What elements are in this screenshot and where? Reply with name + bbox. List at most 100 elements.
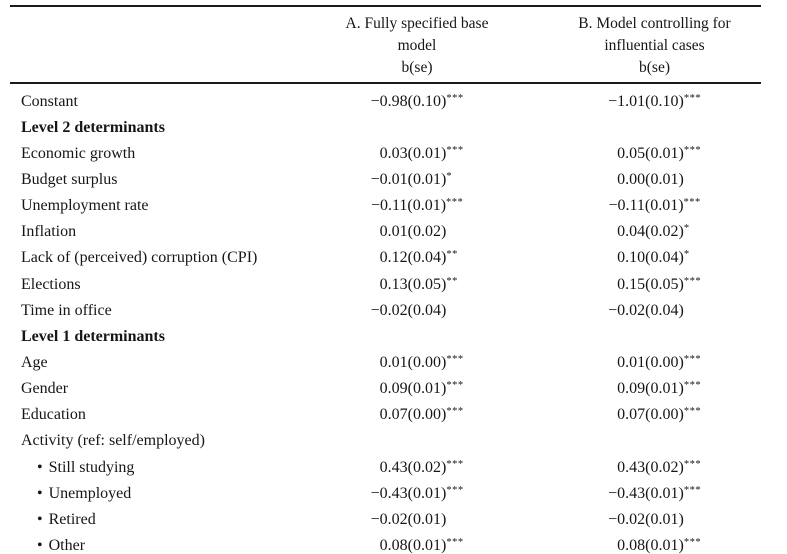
value-cell-a: 0.01(0.00) *** <box>312 354 548 372</box>
row-label-cell: • Retired <box>0 511 312 529</box>
value-number: 0.01(0.00) <box>379 353 447 371</box>
significance-stars: *** <box>446 380 464 392</box>
value-cell-b: 0.08(0.01) *** <box>548 537 787 554</box>
table-row: • Still studying 0.43(0.02) *** 0.43(0.02) **… <box>0 454 787 480</box>
row-label-cell: Unemployment rate <box>0 197 312 215</box>
row-label: Time in office <box>21 301 112 319</box>
row-label: Unemployment rate <box>21 197 149 215</box>
value-number: 0.02(0.01) <box>379 510 447 528</box>
value-number: 0.02(0.04) <box>379 301 447 319</box>
row-label-cell: Level 2 determinants <box>0 119 312 137</box>
bullet-icon: • <box>37 536 43 554</box>
significance-stars: *** <box>446 484 464 496</box>
row-label: Retired <box>48 510 96 528</box>
row-label-cell: • Unemployed <box>0 485 312 503</box>
row-label: Age <box>21 353 48 371</box>
bullet-icon: • <box>37 510 43 528</box>
value-sign: − <box>370 170 380 188</box>
row-label-cell: Activity (ref: self/employed) <box>0 432 312 450</box>
value-cell-b: −1.01(0.10) *** <box>548 93 787 111</box>
value-cell-b: 0.15(0.05) *** <box>548 276 787 294</box>
value-number: 0.03(0.01) <box>379 144 447 162</box>
table-row: • Retired −0.02(0.01) −0.02(0.01) <box>0 507 787 533</box>
row-label: Inflation <box>21 223 77 241</box>
significance-stars: *** <box>446 144 464 156</box>
value-cell-a: −0.01(0.01) * <box>312 171 548 189</box>
value-cell-a: 0.09(0.01) *** <box>312 380 548 398</box>
value-number: 0.07(0.00) <box>379 406 447 424</box>
value-number: 0.08(0.01) <box>379 536 447 554</box>
row-label: Other <box>48 536 86 554</box>
significance-stars: *** <box>683 275 702 287</box>
row-label-cell: Elections <box>0 276 312 294</box>
value-number: 0.43(0.01) <box>617 484 684 502</box>
significance-stars: *** <box>683 484 702 496</box>
value-cell-a: −0.98(0.10) *** <box>312 93 548 111</box>
row-label-cell: Level 1 determinants <box>0 328 312 346</box>
row-label: Lack of (perceived) corruption (CPI) <box>21 249 258 267</box>
significance-stars: *** <box>683 406 702 418</box>
value-number: 0.07(0.00) <box>617 406 684 424</box>
value-sign: − <box>370 301 380 319</box>
header-col-a-line3: b(se) <box>401 59 433 76</box>
table-row: Age 0.01(0.00) *** 0.01(0.00) *** <box>0 350 787 376</box>
value-cell-b: −0.11(0.01) *** <box>548 197 787 215</box>
value-cell-b: 0.10(0.04) * <box>548 249 787 267</box>
significance-stars: *** <box>683 536 702 548</box>
row-label: Education <box>21 406 86 424</box>
table-row: Constant −0.98(0.10) *** −1.01(0.10) *** <box>0 89 787 115</box>
row-label-cell: Constant <box>0 93 312 111</box>
value-number: 0.01(0.00) <box>617 353 684 371</box>
value-cell-b: 0.07(0.00) *** <box>548 406 787 424</box>
row-label: Gender <box>21 380 69 398</box>
value-number: 0.09(0.01) <box>379 380 447 398</box>
value-number: 0.98(0.10) <box>379 92 447 110</box>
row-label-cell: Budget surplus <box>0 171 312 189</box>
row-label: Unemployed <box>48 484 132 502</box>
value-cell-b: −0.02(0.04) <box>548 302 787 320</box>
significance-stars: *** <box>446 406 464 418</box>
value-sign: − <box>608 484 618 502</box>
significance-stars: * <box>683 249 690 261</box>
value-number: 0.11(0.01) <box>379 197 447 215</box>
value-cell-b: −0.02(0.01) <box>548 511 787 529</box>
value-number: 0.01(0.02) <box>379 223 447 241</box>
value-cell-b: 0.43(0.02) *** <box>548 459 787 477</box>
significance-stars: *** <box>683 380 702 392</box>
table-row: Budget surplus −0.01(0.01) * 0.00(0.01) <box>0 167 787 193</box>
row-label-cell: Inflation <box>0 223 312 241</box>
header-col-b: B. Model controlling for influential cas… <box>548 13 787 79</box>
row-label-cell: Economic growth <box>0 145 312 163</box>
header-col-b-line1: B. Model controlling for <box>578 15 731 32</box>
table-top-rule <box>10 5 761 7</box>
row-label: Activity (ref: self/employed) <box>21 432 205 450</box>
significance-stars: *** <box>683 197 701 209</box>
significance-stars: *** <box>446 458 464 470</box>
value-number: 0.04(0.02) <box>617 223 684 241</box>
value-number: 0.43(0.02) <box>379 458 447 476</box>
table-row: Elections 0.13(0.05) ** 0.15(0.05) *** <box>0 271 787 297</box>
value-cell-a: 0.12(0.04) ** <box>312 249 548 267</box>
value-sign: − <box>608 92 618 110</box>
row-label: Level 2 determinants <box>21 118 165 136</box>
value-cell-a: 0.43(0.02) *** <box>312 459 548 477</box>
value-number: 0.12(0.04) <box>379 249 447 267</box>
value-number: 0.00(0.01) <box>617 170 684 188</box>
bullet-icon: • <box>37 484 43 502</box>
table-row: Inflation 0.01(0.02) 0.04(0.02) * <box>0 219 787 245</box>
section-row: Level 2 determinants <box>0 115 787 141</box>
value-cell-a: −0.02(0.01) <box>312 511 548 529</box>
bullet-icon: • <box>37 458 43 476</box>
significance-stars: *** <box>683 92 702 104</box>
row-label-cell: Gender <box>0 380 312 398</box>
value-sign: − <box>370 484 380 502</box>
significance-stars: *** <box>446 92 464 104</box>
row-label: Still studying <box>48 458 135 476</box>
value-number: 0.05(0.01) <box>617 144 684 162</box>
significance-stars: * <box>683 223 690 235</box>
value-cell-a: 0.13(0.05) ** <box>312 276 548 294</box>
significance-stars: * <box>446 170 453 182</box>
value-cell-b: 0.04(0.02) * <box>548 223 787 241</box>
row-label-cell: • Other <box>0 537 312 554</box>
